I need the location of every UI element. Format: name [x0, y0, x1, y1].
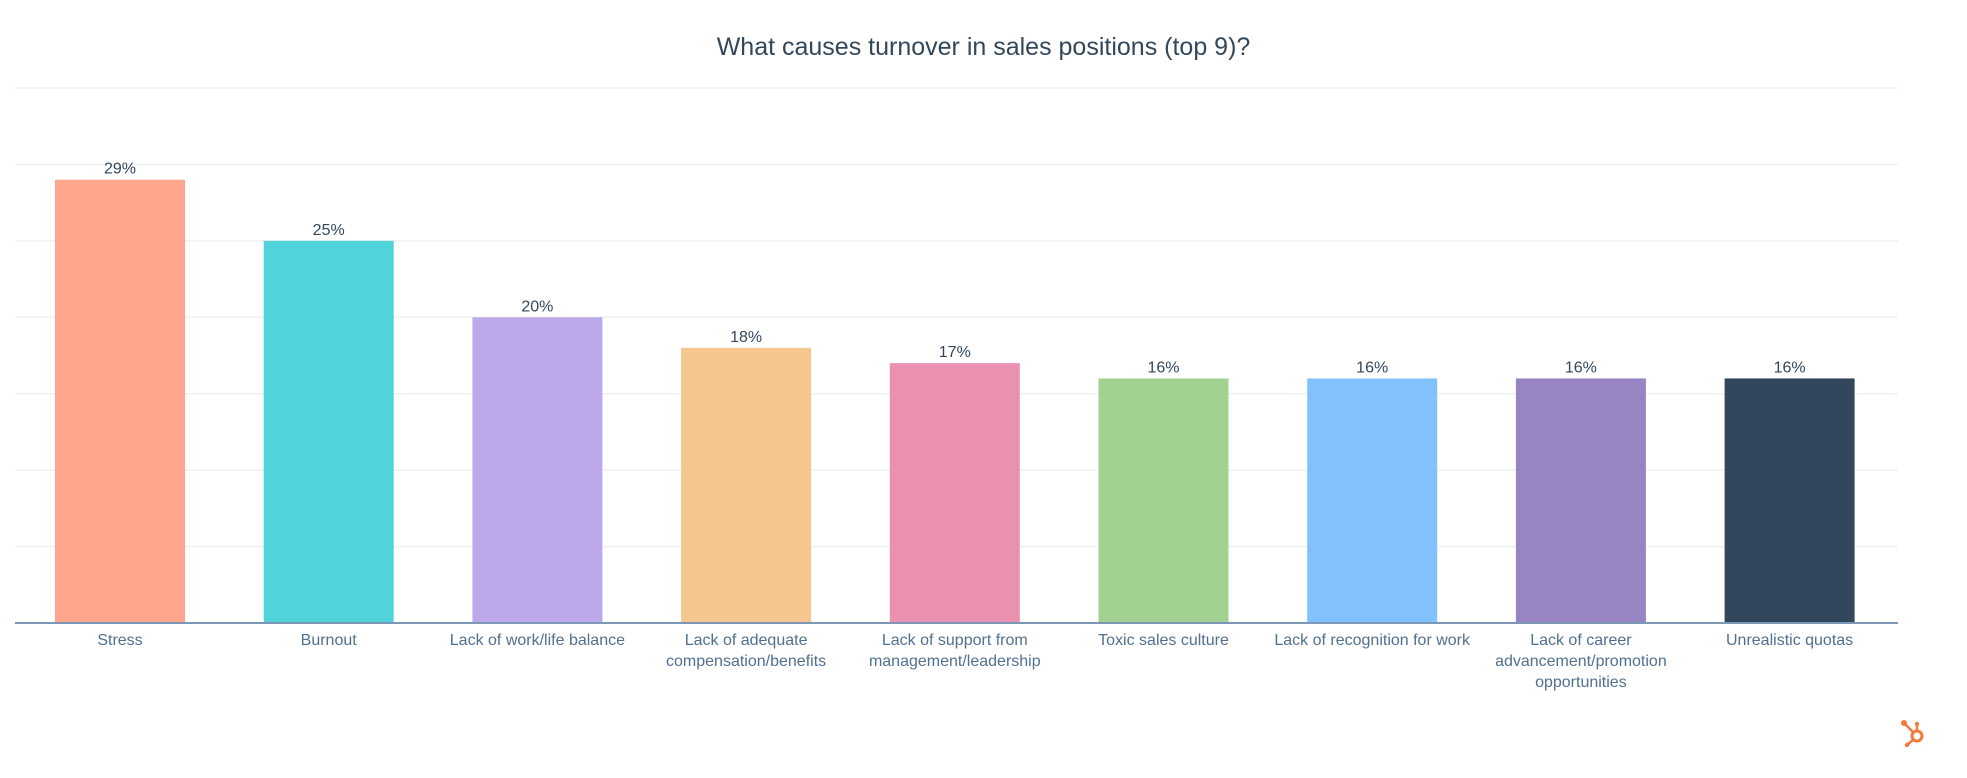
x-tick-label: Lack of career advancement/promotion opp…: [1495, 632, 1667, 691]
bar: [1724, 378, 1855, 623]
bar: [889, 363, 1020, 623]
data-label: 16%: [1356, 359, 1388, 376]
data-label: 16%: [1147, 359, 1179, 376]
bar: [1307, 378, 1438, 623]
data-label: 18%: [730, 329, 762, 346]
hubspot-logo-icon: [1901, 720, 1924, 748]
x-tick-label: Lack of adequate compensation/benefits: [666, 632, 827, 670]
data-label: 29%: [104, 161, 136, 178]
x-tick-label: Lack of work/life balance: [449, 632, 625, 649]
chart-title: What causes turnover in sales positions …: [716, 33, 1251, 61]
bar: [472, 317, 603, 623]
data-label: 16%: [1774, 359, 1806, 376]
bar: [1098, 378, 1229, 623]
x-tick-label: Lack of support from management/leadersh…: [868, 632, 1041, 670]
bar: [263, 240, 394, 623]
data-label: 25%: [313, 222, 345, 239]
x-tick-label: Toxic sales culture: [1098, 632, 1229, 649]
bar: [55, 179, 185, 623]
x-tick-label: Lack of recognition for work: [1274, 632, 1471, 649]
data-label: 20%: [521, 298, 553, 315]
x-tick-label: Unrealistic quotas: [1726, 632, 1854, 649]
data-label: 17%: [939, 344, 971, 361]
x-tick-label: Burnout: [300, 632, 357, 649]
data-label: 16%: [1565, 359, 1597, 376]
bar: [1515, 378, 1646, 623]
bar: [681, 347, 812, 623]
x-tick-label: Stress: [97, 632, 143, 649]
